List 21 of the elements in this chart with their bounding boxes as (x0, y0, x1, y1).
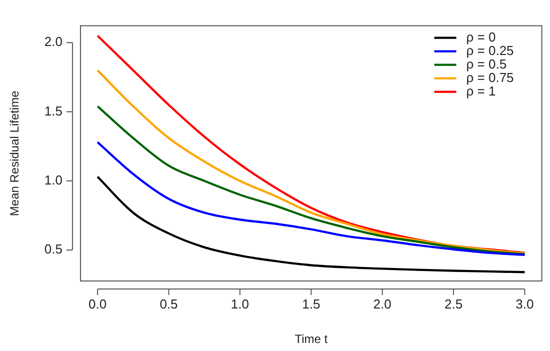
line-series (96, 176, 526, 274)
legend-label: ρ = 0.5 (466, 56, 507, 72)
x-tick-label: 2.5 (444, 296, 463, 312)
y-axis-title: Mean Residual Lifetime (8, 90, 22, 216)
legend-label: ρ = 0.25 (466, 42, 514, 58)
y-tick-label: 2.0 (44, 34, 62, 50)
line-series (96, 141, 526, 256)
x-tick-label: 0.5 (160, 296, 178, 312)
legend-label: ρ = 0 (466, 29, 496, 44)
y-tick-label: 0.5 (44, 242, 62, 257)
x-tick-label: 3.0 (516, 296, 534, 312)
x-tick-label: 2.0 (373, 296, 392, 312)
x-axis-title: Time t (294, 332, 328, 346)
y-tick-label: 1.0 (44, 172, 62, 188)
x-tick-label: 1.0 (230, 296, 249, 312)
line-series (96, 105, 526, 256)
x-tick-label: 1.5 (302, 296, 320, 312)
x-tick-label: 0.0 (88, 296, 107, 312)
legend-label: ρ = 0.75 (466, 70, 514, 85)
y-tick-label: 1.5 (44, 103, 62, 118)
legend-label: ρ = 1 (466, 83, 496, 98)
